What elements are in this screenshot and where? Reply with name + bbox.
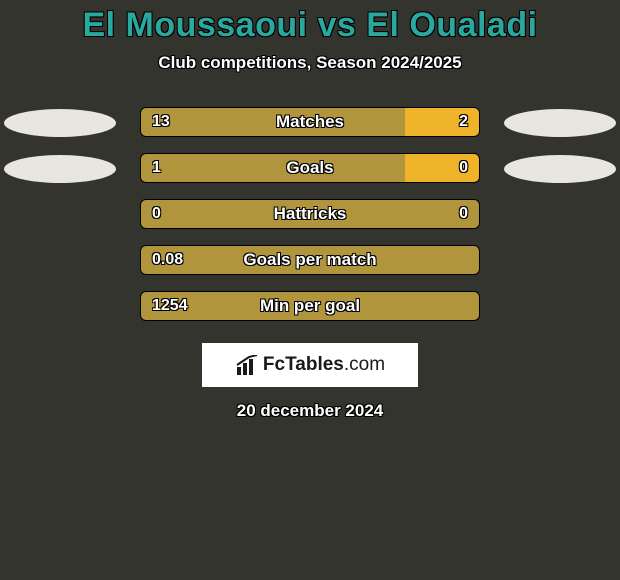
bar-segment-left: [141, 154, 405, 182]
logo-brand: FcTables: [263, 354, 344, 375]
stat-row: Matches132: [0, 101, 620, 147]
bar-segment-right: [405, 154, 479, 182]
page-title: El Moussaoui vs El Oualadi: [0, 6, 620, 45]
logo-text: FcTables.com: [263, 354, 385, 376]
bar-segment-left: [141, 108, 405, 136]
bar-segment-left: [141, 200, 479, 228]
stat-row: Hattricks00: [0, 193, 620, 239]
logo-domain: .com: [344, 354, 385, 375]
subtitle: Club competitions, Season 2024/2025: [0, 53, 620, 73]
stat-bar: [140, 107, 480, 137]
stat-row: Min per goal1254: [0, 285, 620, 331]
player2-marker: [504, 109, 616, 137]
stat-bar: [140, 245, 480, 275]
player1-marker: [4, 109, 116, 137]
date-label: 20 december 2024: [0, 401, 620, 421]
stat-rows: Matches132Goals10Hattricks00Goals per ma…: [0, 101, 620, 331]
logo-box[interactable]: FcTables.com: [202, 343, 418, 387]
comparison-card: El Moussaoui vs El Oualadi Club competit…: [0, 0, 620, 421]
stat-row: Goals10: [0, 147, 620, 193]
chart-icon: [235, 355, 259, 375]
stat-bar: [140, 291, 480, 321]
player2-marker: [504, 155, 616, 183]
stat-bar: [140, 199, 480, 229]
bar-segment-left: [141, 246, 479, 274]
player1-marker: [4, 155, 116, 183]
bar-segment-left: [141, 292, 479, 320]
stat-row: Goals per match0.08: [0, 239, 620, 285]
bar-segment-right: [405, 108, 479, 136]
stat-bar: [140, 153, 480, 183]
